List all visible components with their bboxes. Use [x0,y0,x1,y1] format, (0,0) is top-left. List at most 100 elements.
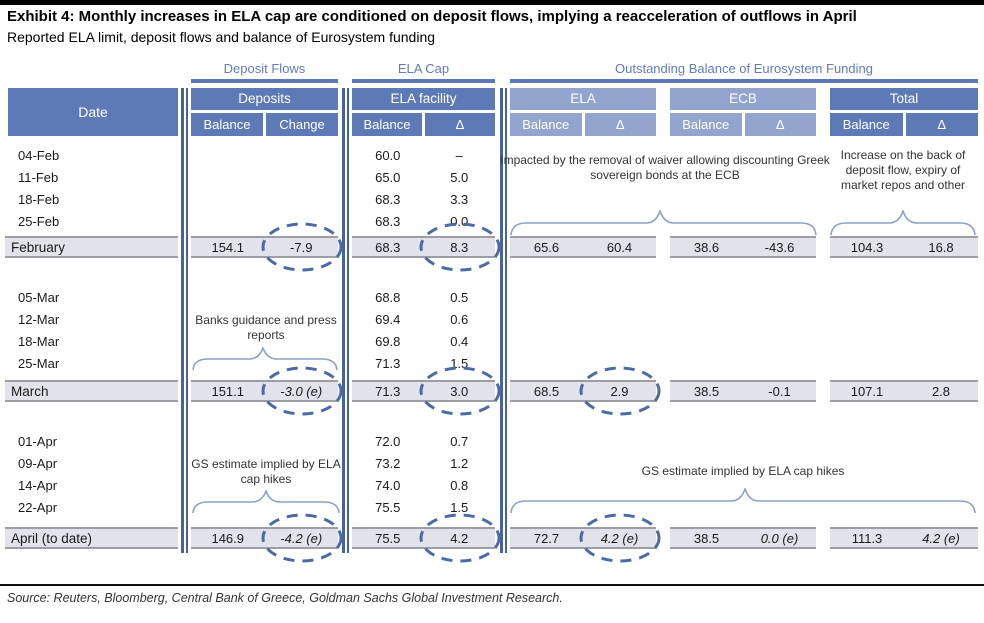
group-bar-outstanding [510,79,978,83]
summary-total: 111.3 4.2 (e) [830,527,978,549]
source-text: Source: Reuters, Bloomberg, Central Bank… [7,591,563,605]
subheader-ela-facility: Balance Δ [352,113,495,136]
vertical-rule [500,88,503,553]
week-date: 25-Feb [18,214,60,229]
column-header-ela: ELA [510,88,656,110]
week-values: 74.0 0.8 [352,476,495,496]
summary-ela: 68.5 2.9 [510,380,656,402]
column-header-total-delta: Δ [905,113,978,136]
summary-row-label: February [5,236,178,258]
deposits-change: -7.9 [290,239,313,255]
vertical-rule [342,88,345,553]
ela-cap-balance: 73.2 [375,456,401,471]
week-date: 12-Mar [18,312,60,327]
summary-row-label: March [5,380,178,402]
highlight-ellipse-mar-deposit-change [261,366,343,416]
subheader-total: Balance Δ [830,113,978,136]
top-rule [0,0,984,5]
ela-cap-balance: 74.0 [375,478,401,493]
summary-ela: 72.7 4.2 (e) [510,527,656,549]
total-balance: 111.3 [851,530,883,546]
vertical-rule [186,88,188,553]
column-header-ecb-balance: Balance [670,113,742,136]
week-date: 18-Feb [18,192,60,207]
column-header-ecb-delta: Δ [744,113,816,136]
ela-cap-delta: 0.8 [450,478,469,493]
week-date: 01-Apr [18,434,58,449]
column-header-total: Total [830,88,978,110]
summary-ecb: 38.5 -0.1 [670,380,816,402]
ela-cap-balance: 60.0 [375,148,401,163]
column-header-date: Date [8,88,178,136]
summary-ela-facility: 71.3 3.0 [352,380,495,402]
subheader-ecb: Balance Δ [670,113,816,136]
week-values: 69.8 0.4 [352,332,495,352]
ela-cap-delta: 3.3 [450,192,469,207]
column-header-ecb: ECB [670,88,816,110]
annotation-apr-gs-right: GS estimate implied by ELA cap hikes [641,464,845,478]
total-balance: 107.1 [850,383,884,399]
deposits-change: -3.0 (e) [280,383,323,399]
summary-ela-facility: 68.3 8.3 [352,236,495,258]
group-label-ela-cap: ELA Cap [397,61,450,76]
subheader-ela: Balance Δ [510,113,656,136]
total-balance: 104.3 [850,239,884,255]
ecb-balance: 38.5 [693,383,720,399]
ela-balance: 72.7 [533,530,560,546]
ela-cap-balance: 69.8 [375,334,401,349]
ela-cap-balance: 65.0 [375,170,401,185]
ela-facility-delta: 3.0 [450,383,469,399]
subheader-deposits: Balance Change [191,113,338,136]
deposits-balance: 154.1 [211,239,245,255]
column-header-ela-delta: Δ [584,113,656,136]
ela-cap-delta: 0.4 [450,334,469,349]
ela-delta: 4.2 (e) [600,530,639,546]
annotation-feb-total: Increase on the back of deposit flow, ex… [840,148,966,192]
ela-delta: 60.4 [606,239,633,255]
vertical-rule [347,88,349,553]
ela-cap-balance: 68.8 [375,290,401,305]
ela-cap-delta: 0.5 [450,290,469,305]
annotation-feb-waiver: Impacted by the removal of waiver allowi… [500,153,830,182]
summary-ela: 65.6 60.4 [510,236,656,258]
ela-cap-delta: 0.7 [450,434,469,449]
deposits-balance: 151.1 [211,383,245,399]
ela-facility-delta: 4.2 [450,530,469,546]
brace-apr-funding [510,488,976,514]
ela-cap-delta: 1.5 [450,500,469,515]
ela-cap-balance: 68.3 [375,192,401,207]
ela-cap-delta: 5.0 [450,170,469,185]
group-bar-deposit-flows [191,79,338,83]
group-label-deposit-flows: Deposit Flows [223,61,306,76]
week-values: 65.0 5.0 [352,168,495,188]
ela-cap-delta: 0.6 [450,312,469,327]
column-header-ela-balance: Balance [510,113,582,136]
column-header-total-balance: Balance [830,113,903,136]
ela-facility-balance: 75.5 [375,530,401,546]
ela-cap-balance: 69.4 [375,312,401,327]
brace-mar-deposits [192,347,338,371]
week-date: 09-Apr [18,456,58,471]
total-delta: 4.2 (e) [922,530,960,546]
total-delta: 16.8 [928,239,954,255]
highlight-ellipse-apr-deposit-change [261,513,343,563]
ecb-delta: -0.1 [768,383,791,399]
ecb-balance: 38.6 [693,239,720,255]
week-values: 73.2 1.2 [352,454,495,474]
ela-cap-delta: 1.2 [450,456,469,471]
annotation-apr-gs-left: GS estimate implied by ELA cap hikes [191,457,341,486]
exhibit-subtitle: Reported ELA limit, deposit flows and ba… [7,29,436,45]
ela-facility-balance: 71.3 [375,383,401,399]
summary-ecb: 38.6 -43.6 [670,236,816,258]
week-values: 72.0 0.7 [352,432,495,452]
week-date: 05-Mar [18,290,60,305]
ecb-delta: 0.0 (e) [760,530,799,546]
highlight-ellipse-apr-ela-delta [579,513,661,563]
ela-facility-balance: 68.3 [375,239,401,255]
summary-total: 104.3 16.8 [830,236,978,258]
column-header-ela-facility: ELA facility [352,88,495,110]
column-header-ela-facility-balance: Balance [352,113,422,136]
column-header-ela-facility-delta: Δ [425,113,495,136]
week-date: 11-Feb [18,170,59,185]
